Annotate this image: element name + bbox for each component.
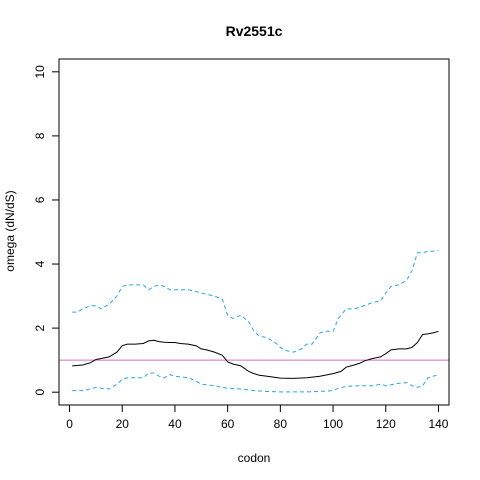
y-tick-label: 0 [33, 389, 47, 396]
plot-frame [58, 58, 450, 406]
x-tick-label: 120 [376, 417, 396, 431]
y-tick-label: 6 [33, 196, 47, 203]
x-tick-label: 0 [66, 417, 73, 431]
x-tick-label: 60 [221, 417, 235, 431]
x-tick-label: 100 [323, 417, 343, 431]
y-tick-label: 2 [33, 324, 47, 331]
x-axis-label: codon [238, 451, 271, 465]
axes: 0 20 40 60 80 100 120 140 0 2 4 6 8 10 [33, 65, 449, 431]
y-tick-label: 10 [33, 65, 47, 79]
y-tick-label: 4 [33, 260, 47, 267]
x-tick-label: 140 [428, 417, 448, 431]
series-line-lower [72, 372, 439, 393]
y-tick-label: 8 [33, 132, 47, 139]
y-axis-label: omega (dN/dS) [3, 190, 17, 271]
chart-title: Rv2551c [226, 23, 283, 39]
series-line-estimate [72, 330, 439, 379]
series-line-upper [72, 250, 439, 353]
x-tick-label: 80 [274, 417, 288, 431]
x-tick-label: 40 [168, 417, 182, 431]
plot-marks [59, 250, 449, 393]
x-tick-label: 20 [116, 417, 130, 431]
